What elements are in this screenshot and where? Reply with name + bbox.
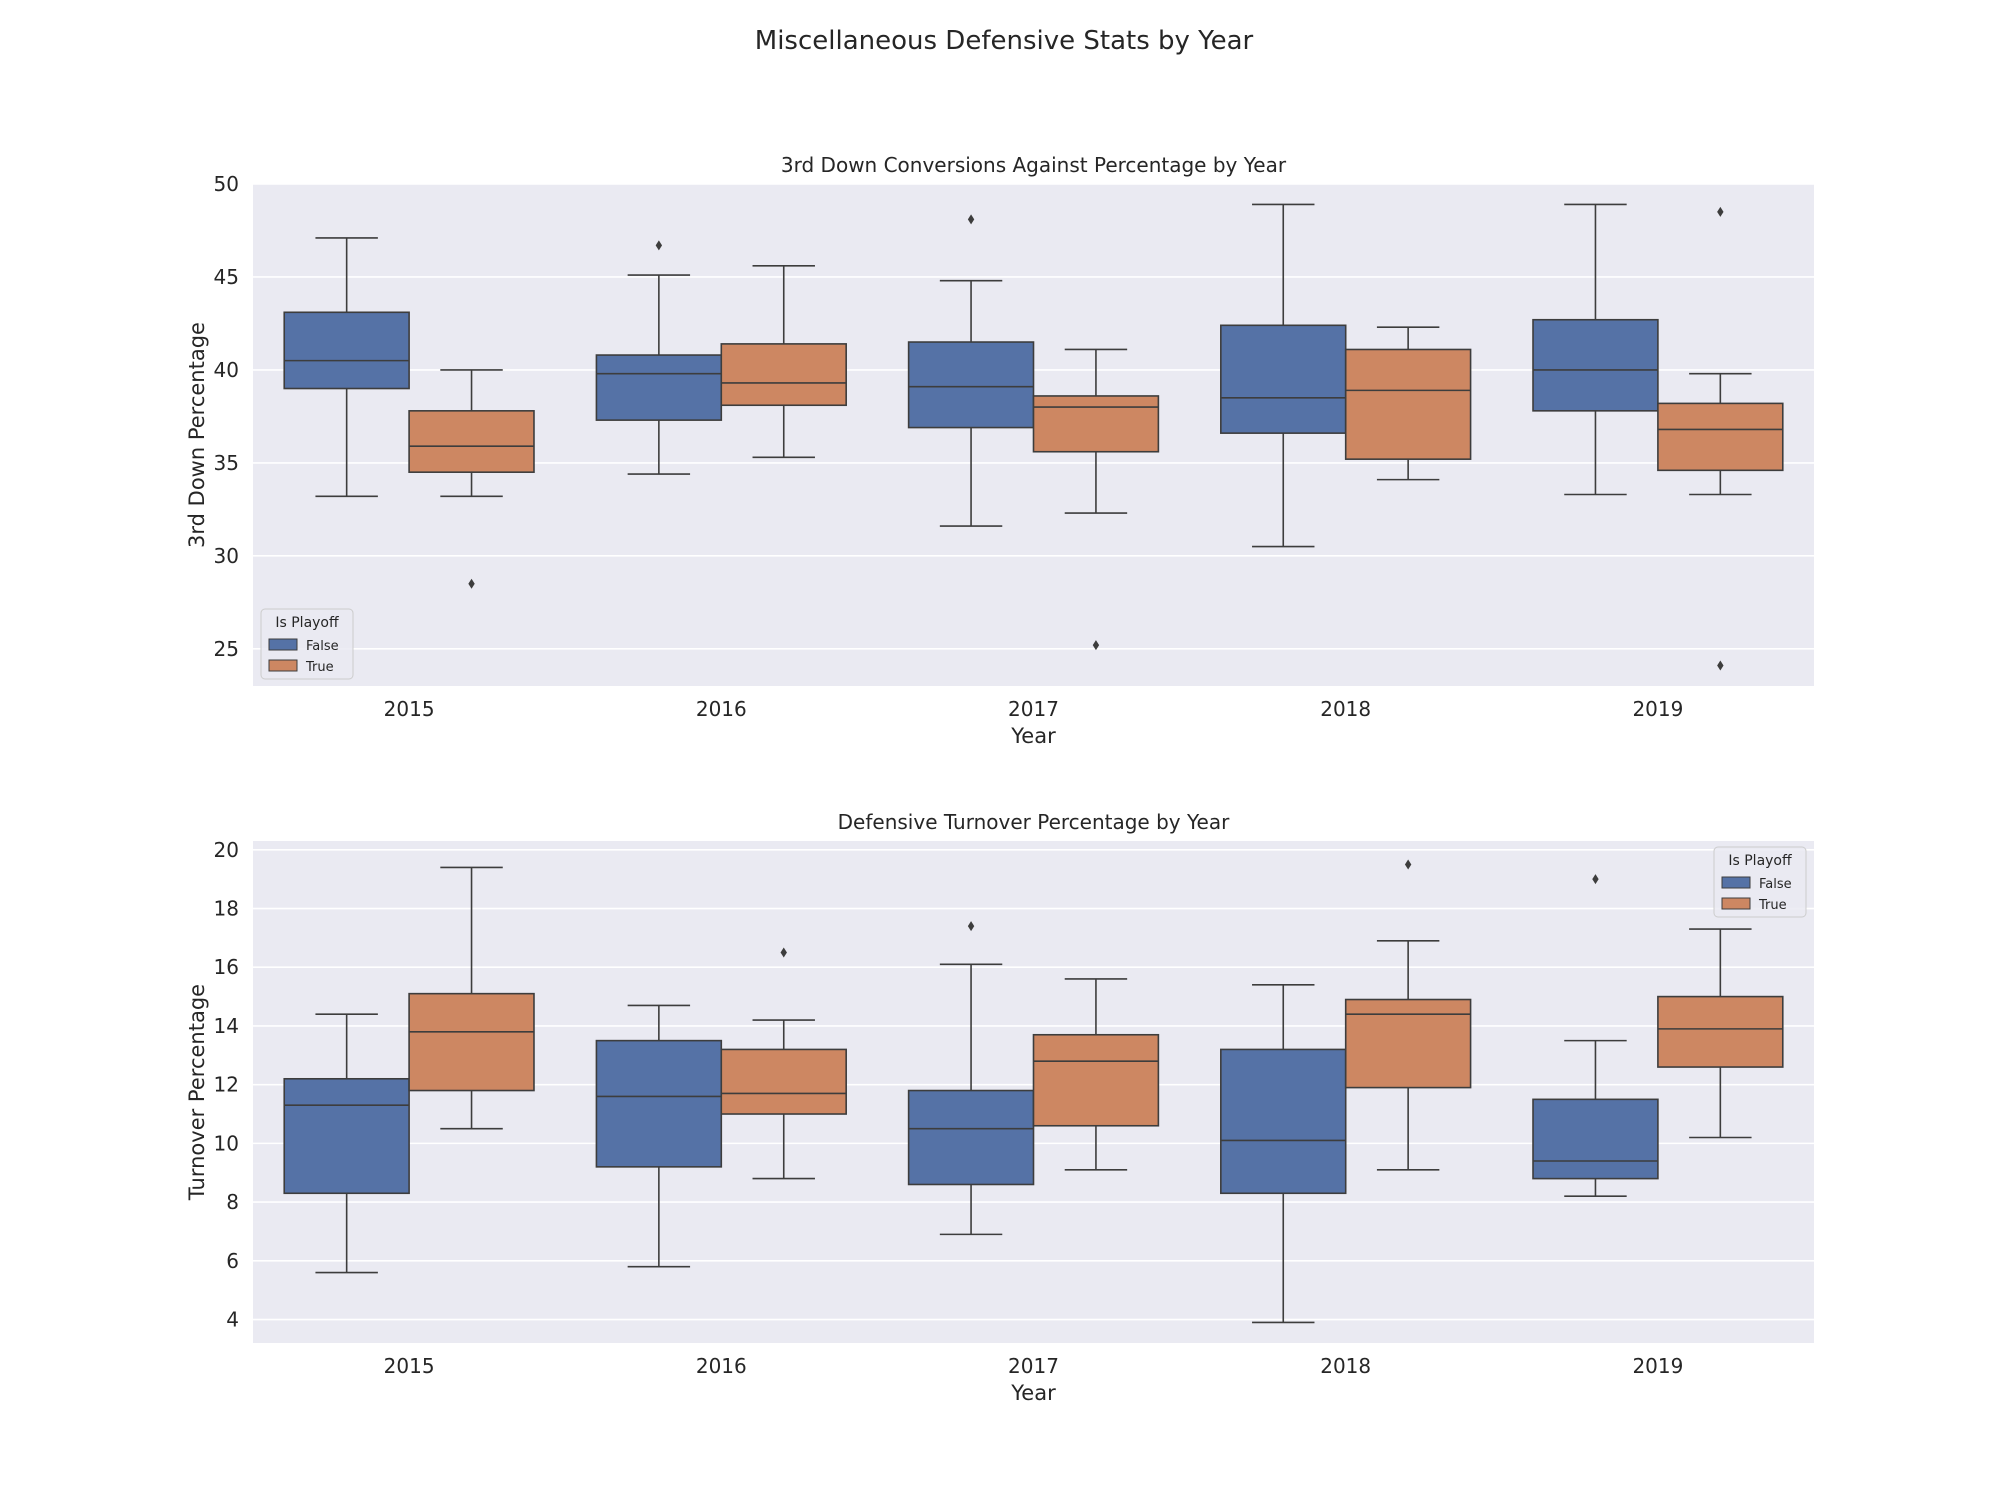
box-iqr [408, 410, 535, 473]
outlier-point [468, 578, 475, 589]
box-iqr [283, 311, 410, 390]
y-tick-label: 30 [214, 544, 239, 568]
legend: Is Playoff False True [1713, 846, 1807, 918]
y-tick-label: 4 [226, 1308, 239, 1332]
legend: Is Playoff False True [260, 608, 354, 680]
box-true-2017 [1032, 978, 1160, 1171]
box-false-2019 [1532, 874, 1659, 1198]
x-tick-label: 2017 [1008, 697, 1059, 721]
box-true-2019 [1657, 206, 1784, 671]
figure-suptitle: Miscellaneous Defensive Stats by Year [755, 26, 1254, 56]
box-false-2017 [907, 921, 1035, 1236]
box-iqr [1532, 318, 1659, 412]
box-iqr [595, 354, 723, 421]
x-tick-label: 2015 [384, 697, 435, 721]
y-tick-label: 18 [214, 897, 239, 921]
box-false-2018 [1220, 203, 1347, 548]
box-iqr [1220, 1048, 1347, 1195]
outlier-point [967, 214, 975, 225]
y-tick-label: 50 [214, 172, 239, 196]
y-tick-label: 25 [214, 637, 239, 661]
box-iqr [907, 1089, 1035, 1186]
legend-swatch-false [268, 638, 298, 651]
x-tick-label: 2016 [696, 1354, 747, 1378]
box-false-2017 [907, 214, 1035, 527]
x-tick-label: 2018 [1320, 697, 1371, 721]
y-tick-label: 16 [214, 955, 239, 979]
panel-2: 4 6 8 10 12 14 16 18 20 2015 2016 2017 2018 2019 Defen… [185, 810, 1814, 1405]
box-iqr [907, 341, 1035, 429]
outlier-point [1717, 660, 1724, 671]
panel-title: 3rd Down Conversions Against Percentage … [781, 153, 1287, 177]
box-iqr [1032, 395, 1160, 453]
y-tick-label: 6 [226, 1249, 239, 1273]
box-true-2016 [720, 265, 847, 459]
y-tick-label: 10 [214, 1131, 239, 1155]
box-iqr [408, 992, 535, 1092]
x-tick-label: 2015 [384, 1354, 435, 1378]
y-tick-label: 12 [214, 1073, 239, 1097]
box-iqr [1220, 324, 1347, 434]
box-iqr [720, 1048, 847, 1115]
box-false-2016 [595, 1004, 723, 1268]
x-tick-label: 2019 [1632, 697, 1683, 721]
y-tick-label: 45 [214, 265, 239, 289]
x-tick-label: 2017 [1008, 1354, 1059, 1378]
outlier-point [1404, 859, 1412, 870]
outlier-point [1092, 640, 1100, 651]
box-true-2019 [1657, 928, 1784, 1139]
x-tick-label: 2018 [1320, 1354, 1371, 1378]
box-true-2017 [1032, 348, 1160, 651]
box-true-2018 [1344, 326, 1472, 481]
legend-title: Is Playoff [1728, 853, 1792, 869]
box-iqr [283, 1077, 410, 1195]
box-false-2019 [1532, 203, 1659, 496]
legend-label-true: True [305, 660, 334, 675]
outlier-point [1592, 874, 1599, 885]
box-iqr [595, 1039, 723, 1168]
box-false-2018 [1220, 984, 1347, 1324]
y-tick-label: 8 [226, 1190, 239, 1214]
y-tick-label: 40 [214, 358, 239, 382]
panel-1: 25 30 35 40 45 50 2015 2016 2017 2018 2019 3rd Down… [185, 153, 1814, 748]
box-true-2015 [408, 369, 535, 589]
legend-label-true: True [1758, 898, 1787, 913]
outlier-point [655, 240, 663, 251]
box-iqr [1344, 348, 1472, 460]
x-axis-label: Year [1010, 1381, 1056, 1405]
box-iqr [720, 343, 847, 407]
legend-label-false: False [1759, 877, 1792, 892]
box-iqr [1657, 402, 1784, 472]
legend-swatch-false [1721, 876, 1751, 889]
legend-swatch-true [1721, 897, 1751, 910]
x-tick-label: 2019 [1632, 1354, 1683, 1378]
x-axis-label: Year [1010, 724, 1056, 748]
y-tick-label: 14 [214, 1014, 239, 1038]
box-true-2018 [1344, 859, 1472, 1171]
panel-title: Defensive Turnover Percentage by Year [838, 810, 1230, 834]
x-tick-label: 2016 [696, 697, 747, 721]
y-axis-label: 3rd Down Percentage [185, 322, 209, 548]
legend-title: Is Playoff [275, 615, 339, 631]
outlier-point [1717, 206, 1724, 217]
box-false-2016 [595, 240, 723, 475]
y-tick-label: 20 [214, 838, 239, 862]
box-iqr [1657, 995, 1784, 1068]
box-iqr [1532, 1098, 1659, 1180]
box-true-2016 [720, 947, 847, 1180]
y-axis-label: Turnover Percentage [185, 984, 209, 1201]
y-tick-label: 35 [214, 451, 239, 475]
box-false-2015 [283, 1013, 410, 1274]
outlier-point [967, 921, 975, 932]
box-iqr [1344, 998, 1472, 1089]
box-iqr [1032, 1033, 1160, 1127]
outlier-point [780, 947, 787, 958]
legend-label-false: False [306, 639, 339, 654]
box-false-2015 [283, 237, 410, 498]
legend-swatch-true [268, 659, 298, 672]
box-true-2015 [408, 866, 535, 1130]
